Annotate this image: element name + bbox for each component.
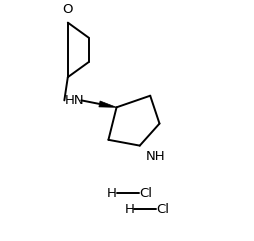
- Text: NH: NH: [146, 150, 165, 163]
- Text: O: O: [62, 3, 73, 16]
- Text: H: H: [124, 203, 134, 216]
- Text: Cl: Cl: [156, 203, 169, 216]
- Polygon shape: [99, 101, 117, 107]
- Text: H: H: [107, 187, 117, 200]
- Text: Cl: Cl: [139, 187, 152, 200]
- Text: HN: HN: [65, 94, 85, 107]
